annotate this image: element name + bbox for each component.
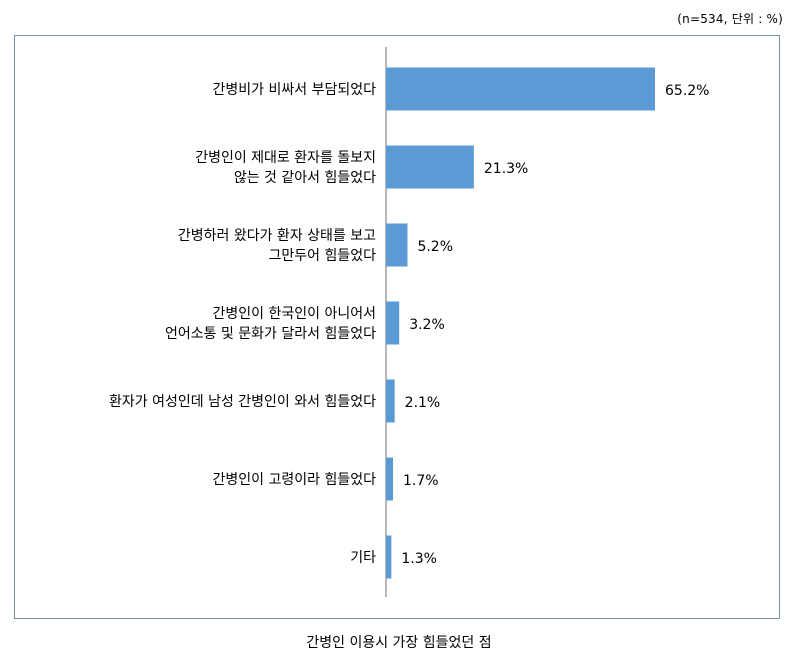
category-label: 간병인이 고령이라 힘들었다 [213,472,377,488]
category-label: 간병하러 왔다가 환자 상태를 보고 [178,228,376,244]
chart-caption: 간병인 이용시 가장 힘들었던 점 [306,635,492,651]
category-label: 언어소통 및 문화가 달라서 힘들었다 [165,326,376,342]
plot-frame [14,35,780,619]
bar [386,457,394,501]
data-label: 2.1% [405,395,441,411]
bar [386,67,655,111]
data-label: 65.2% [665,83,709,99]
data-label: 1.7% [403,473,439,489]
category-label: 않는 것 같아서 힘들었다 [234,170,376,186]
data-label: 3.2% [409,317,445,333]
category-label: 간병인이 한국인이 아니어서 [213,306,376,322]
category-label: 그만두어 힘들었다 [269,248,377,264]
category-label: 기타 [350,550,376,566]
category-label: 환자가 여성인데 남성 간병인이 와서 힘들었다 [109,394,376,410]
unit-note: (n=534, 단위 : %) [677,12,783,26]
data-label: 1.3% [401,551,437,567]
bar [386,145,474,189]
bar [386,223,408,267]
bar [386,535,392,579]
data-label: 5.2% [417,239,453,255]
category-label: 간병비가 비싸서 부담되었다 [213,82,377,98]
bar [386,379,395,423]
bar [386,301,400,345]
category-label: 간병인이 제대로 환자를 돌보지 [195,150,376,166]
data-label: 21.3% [484,161,528,177]
